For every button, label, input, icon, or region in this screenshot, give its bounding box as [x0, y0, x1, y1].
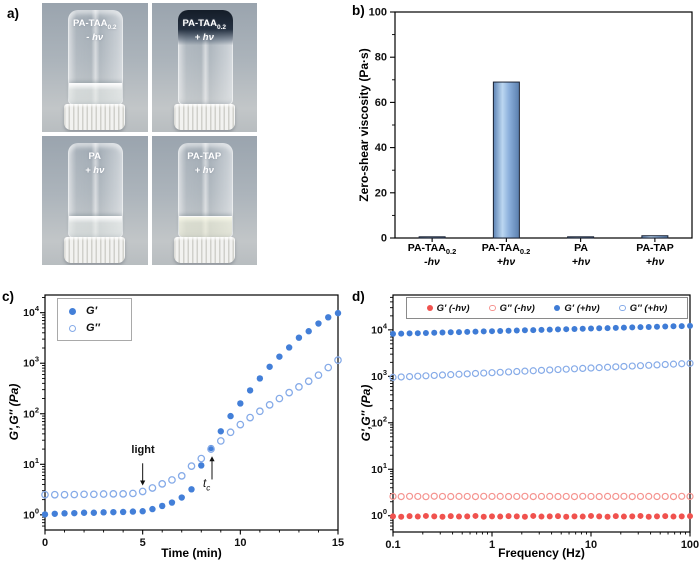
viscosity-bar-chart: 0 20 40 60 80 100: [369, 7, 693, 245]
legend-item-g-prime: G′: [69, 305, 131, 317]
d-x-axis-title: Frequency (Hz): [498, 546, 585, 560]
vial-photo-pa-taa-light: PA-TAA0.2 + hν: [151, 3, 257, 132]
b-y-axis-title: Zero-shear viscosity (Pa·s): [357, 48, 371, 202]
svg-text:104: 104: [371, 321, 388, 336]
frequency-sweep-chart: 0.1 1 10 100 100 101 102 103 104: [371, 294, 699, 551]
c-y-axis-title: G′,G′′ (Pa): [7, 383, 21, 441]
vial-cap: [173, 237, 235, 263]
legend-item-gp-light: G′ (+hν): [554, 303, 600, 314]
svg-text:60: 60: [375, 97, 387, 109]
open-circle-marker-icon: [619, 304, 626, 312]
vial-photo-pa-light: PA + hν: [42, 136, 148, 265]
svg-text:1: 1: [489, 539, 495, 551]
gel-point-annotation: tc: [203, 478, 211, 493]
vial-photo-pa-taa-dark: PA-TAA0.2 - hν: [42, 3, 148, 132]
svg-text:100: 100: [23, 506, 39, 521]
vial-cap: [64, 104, 126, 130]
filled-circle-marker-icon: [554, 305, 561, 311]
panel-b-label: b): [352, 3, 365, 18]
bar-category-label: PA +hν: [571, 242, 591, 269]
vial-label: PA-TAA0.2 - hν: [72, 18, 117, 44]
vial-liquid: [69, 83, 123, 104]
frequency-sweep-legend: G′ (-hν) G′′ (-hν) G′ (+hν) G′′ (+hν): [406, 297, 688, 319]
vial-photo-grid: PA-TAA0.2 - hν PA-TAA0.2 + hν PA + hν PA…: [42, 3, 257, 265]
svg-text:0: 0: [42, 537, 48, 549]
svg-text:101: 101: [23, 456, 39, 471]
legend-item-gp-dark: G′ (-hν): [426, 303, 470, 314]
d-y-axis-title: G′,G′′ (Pa): [359, 384, 373, 442]
filled-circle-marker-icon: [426, 305, 433, 311]
bar-category-label: PA-TAP +hν: [636, 242, 674, 269]
svg-text:10: 10: [585, 539, 597, 551]
svg-text:15: 15: [332, 537, 344, 549]
svg-text:0: 0: [381, 233, 387, 245]
open-circle-marker-icon: [69, 324, 76, 332]
vial-label: PA-TAA0.2 + hν: [182, 18, 227, 44]
svg-text:104: 104: [23, 304, 40, 319]
svg-text:5: 5: [140, 537, 146, 549]
svg-text:100: 100: [369, 7, 387, 19]
time-sweep-chart: 0 5 10 15 100 101 102 103 104: [23, 294, 344, 549]
vial-glass: [177, 143, 233, 238]
svg-text:100: 100: [371, 507, 387, 522]
svg-text:10: 10: [234, 537, 246, 549]
svg-text:102: 102: [23, 405, 39, 420]
svg-text:0.1: 0.1: [385, 539, 400, 551]
svg-text:101: 101: [371, 461, 387, 476]
legend-item-gpp-dark: G′′ (-hν): [489, 303, 535, 314]
filled-circle-marker-icon: [69, 307, 76, 315]
vial-liquid: [69, 216, 123, 237]
vial-liquid: [178, 216, 232, 237]
vial-glass: [68, 10, 124, 105]
bar-category-label: PA-TAA0.2 -hν: [407, 242, 457, 269]
vial-cap: [64, 237, 126, 263]
vial-label: PA + hν: [85, 151, 105, 177]
panel-a-label: a): [7, 6, 20, 21]
light-annotation: light: [131, 444, 155, 456]
time-sweep-legend: G′ G′′: [57, 298, 132, 341]
svg-text:100: 100: [681, 539, 699, 551]
c-x-axis-title: Time (min): [161, 546, 222, 560]
open-circle-marker-icon: [489, 304, 496, 312]
legend-item-g-double-prime: G′′: [69, 322, 131, 334]
vial-gel: [177, 10, 233, 45]
vial-label: PA-TAP + hν: [187, 151, 222, 177]
bar-category-label: PA-TAA0.2 +hν: [481, 242, 531, 269]
legend-item-gpp-light: G′′ (+hν): [619, 303, 667, 314]
svg-text:103: 103: [23, 355, 39, 370]
panel-c-label: c): [2, 289, 15, 304]
svg-text:40: 40: [375, 142, 387, 154]
svg-text:103: 103: [371, 368, 387, 383]
vial-photo-pa-tap-light: PA-TAP + hν: [151, 136, 257, 265]
svg-text:80: 80: [375, 52, 387, 64]
panel-d-label: d): [352, 289, 365, 304]
svg-text:20: 20: [375, 187, 387, 199]
svg-text:102: 102: [371, 414, 387, 429]
vial-cap: [173, 104, 235, 130]
